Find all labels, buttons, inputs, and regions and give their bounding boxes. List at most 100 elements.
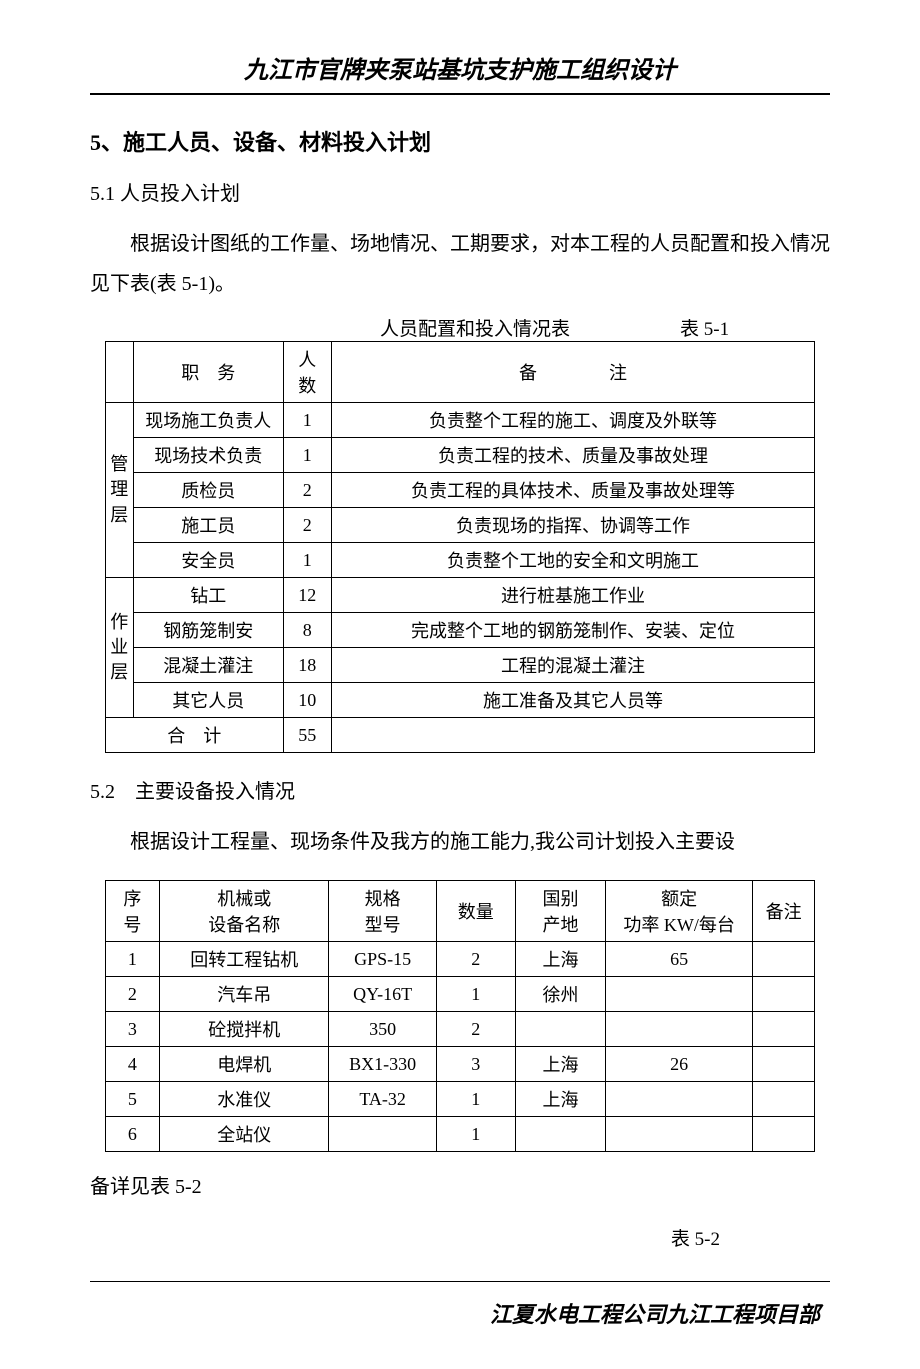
table-row: 3 砼搅拌机 350 2 xyxy=(105,1012,814,1047)
cell-count: 18 xyxy=(283,648,331,683)
table-header-note: 备 注 xyxy=(331,342,814,403)
cell: 1 xyxy=(436,1082,515,1117)
cell: 350 xyxy=(329,1012,436,1047)
cell xyxy=(515,1117,605,1152)
cell-note: 负责整个工地的安全和文明施工 xyxy=(331,543,814,578)
table-5-1-caption: 人员配置和投入情况表 xyxy=(90,314,680,341)
cell: 1 xyxy=(436,977,515,1012)
cell: 上海 xyxy=(515,1047,605,1082)
cell xyxy=(753,1012,815,1047)
cell-position: 其它人员 xyxy=(133,683,283,718)
subsection-5-1-heading: 5.1 人员投入计划 xyxy=(90,177,830,206)
count-l2: 数 xyxy=(298,376,316,396)
cell-note: 负责整个工程的施工、调度及外联等 xyxy=(331,403,814,438)
cell: 3 xyxy=(105,1012,159,1047)
l: 额定 xyxy=(661,889,697,909)
l: 型号 xyxy=(365,915,401,935)
table-row: 现场技术负责 1 负责工程的技术、质量及事故处理 xyxy=(105,438,814,473)
table-row: 质检员 2 负责工程的具体技术、质量及事故处理等 xyxy=(105,473,814,508)
cell-note: 施工准备及其它人员等 xyxy=(331,683,814,718)
cell xyxy=(753,1082,815,1117)
table-row: 2 汽车吊 QY-16T 1 徐州 xyxy=(105,977,814,1012)
cell-position: 钢筋笼制安 xyxy=(133,613,283,648)
th-origin: 国别产地 xyxy=(515,881,605,942)
cell xyxy=(606,1082,753,1117)
cell: 水准仪 xyxy=(160,1082,329,1117)
l: 功率 KW/每台 xyxy=(623,915,735,935)
cell: 徐州 xyxy=(515,977,605,1012)
table-row: 管理层 现场施工负责人 1 负责整个工程的施工、调度及外联等 xyxy=(105,403,814,438)
cell-position: 混凝土灌注 xyxy=(133,648,283,683)
table-row: 其它人员 10 施工准备及其它人员等 xyxy=(105,683,814,718)
cell-count: 2 xyxy=(283,473,331,508)
total-label: 合 计 xyxy=(105,718,283,753)
cell-count: 1 xyxy=(283,438,331,473)
cell: 砼搅拌机 xyxy=(160,1012,329,1047)
subsection-5-2-paragraph: 根据设计工程量、现场条件及我方的施工能力,我公司计划投入主要设 xyxy=(90,822,830,862)
cell-count: 8 xyxy=(283,613,331,648)
cell-count: 1 xyxy=(283,403,331,438)
table-header-position: 职 务 xyxy=(133,342,283,403)
cell-count: 10 xyxy=(283,683,331,718)
cell: TA-32 xyxy=(329,1082,436,1117)
cell: 4 xyxy=(105,1047,159,1082)
cell-position: 现场技术负责 xyxy=(133,438,283,473)
th-spec: 规格型号 xyxy=(329,881,436,942)
cell-position: 质检员 xyxy=(133,473,283,508)
table-row: 安全员 1 负责整个工地的安全和文明施工 xyxy=(105,543,814,578)
cell: 1 xyxy=(105,942,159,977)
table-5-2-footer-note: 备详见表 5-2 xyxy=(90,1170,830,1199)
cell xyxy=(606,977,753,1012)
l: 机械或 xyxy=(217,889,271,909)
group-operation: 作业层 xyxy=(105,578,133,718)
cell: 26 xyxy=(606,1047,753,1082)
cell-note: 完成整个工地的钢筋笼制作、安装、定位 xyxy=(331,613,814,648)
cell xyxy=(753,977,815,1012)
cell: 2 xyxy=(436,942,515,977)
cell: 全站仪 xyxy=(160,1117,329,1152)
subsection-5-2-heading: 5.2 主要设备投入情况 xyxy=(90,775,830,804)
cell-note: 进行桩基施工作业 xyxy=(331,578,814,613)
group-management: 管理层 xyxy=(105,403,133,578)
table-row: 混凝土灌注 18 工程的混凝土灌注 xyxy=(105,648,814,683)
cell: QY-16T xyxy=(329,977,436,1012)
table-5-2-label: 表 5-2 xyxy=(90,1224,830,1251)
total-value: 55 xyxy=(283,718,331,753)
cell: 3 xyxy=(436,1047,515,1082)
l: 号 xyxy=(123,915,141,935)
table-row: 合 计 55 xyxy=(105,718,814,753)
table-row: 1 回转工程钻机 GPS-15 2 上海 65 xyxy=(105,942,814,977)
table-row: 6 全站仪 1 xyxy=(105,1117,814,1152)
th-seq: 序号 xyxy=(105,881,159,942)
table-header-blank xyxy=(105,342,133,403)
cell: 2 xyxy=(105,977,159,1012)
cell xyxy=(329,1117,436,1152)
cell xyxy=(515,1012,605,1047)
table-header-count: 人数 xyxy=(283,342,331,403)
cell: 6 xyxy=(105,1117,159,1152)
table-5-2: 序号 机械或设备名称 规格型号 数量 国别产地 额定功率 KW/每台 备注 1 … xyxy=(105,880,815,1152)
cell: 2 xyxy=(436,1012,515,1047)
table-5-1-label: 表 5-1 xyxy=(680,314,830,341)
table-5-1-caption-row: 人员配置和投入情况表 表 5-1 xyxy=(90,314,830,341)
table-5-1: 职 务 人数 备 注 管理层 现场施工负责人 1 负责整个工程的施工、调度及外联… xyxy=(105,341,815,753)
cell xyxy=(753,1117,815,1152)
cell: 上海 xyxy=(515,942,605,977)
subsection-5-1-paragraph: 根据设计图纸的工作量、场地情况、工期要求，对本工程的人员配置和投入情况见下表(表… xyxy=(90,224,830,304)
th-qty: 数量 xyxy=(436,881,515,942)
th-note: 备注 xyxy=(753,881,815,942)
cell-position: 施工员 xyxy=(133,508,283,543)
table-row: 5 水准仪 TA-32 1 上海 xyxy=(105,1082,814,1117)
cell-note: 负责工程的具体技术、质量及事故处理等 xyxy=(331,473,814,508)
cell-note: 负责现场的指挥、协调等工作 xyxy=(331,508,814,543)
cell-count: 12 xyxy=(283,578,331,613)
cell: 汽车吊 xyxy=(160,977,329,1012)
cell: GPS-15 xyxy=(329,942,436,977)
l: 规格 xyxy=(365,889,401,909)
cell-position: 钻工 xyxy=(133,578,283,613)
footer-divider xyxy=(90,1281,830,1282)
table-row: 钢筋笼制安 8 完成整个工地的钢筋笼制作、安装、定位 xyxy=(105,613,814,648)
cell: BX1-330 xyxy=(329,1047,436,1082)
cell xyxy=(606,1117,753,1152)
cell-count: 1 xyxy=(283,543,331,578)
